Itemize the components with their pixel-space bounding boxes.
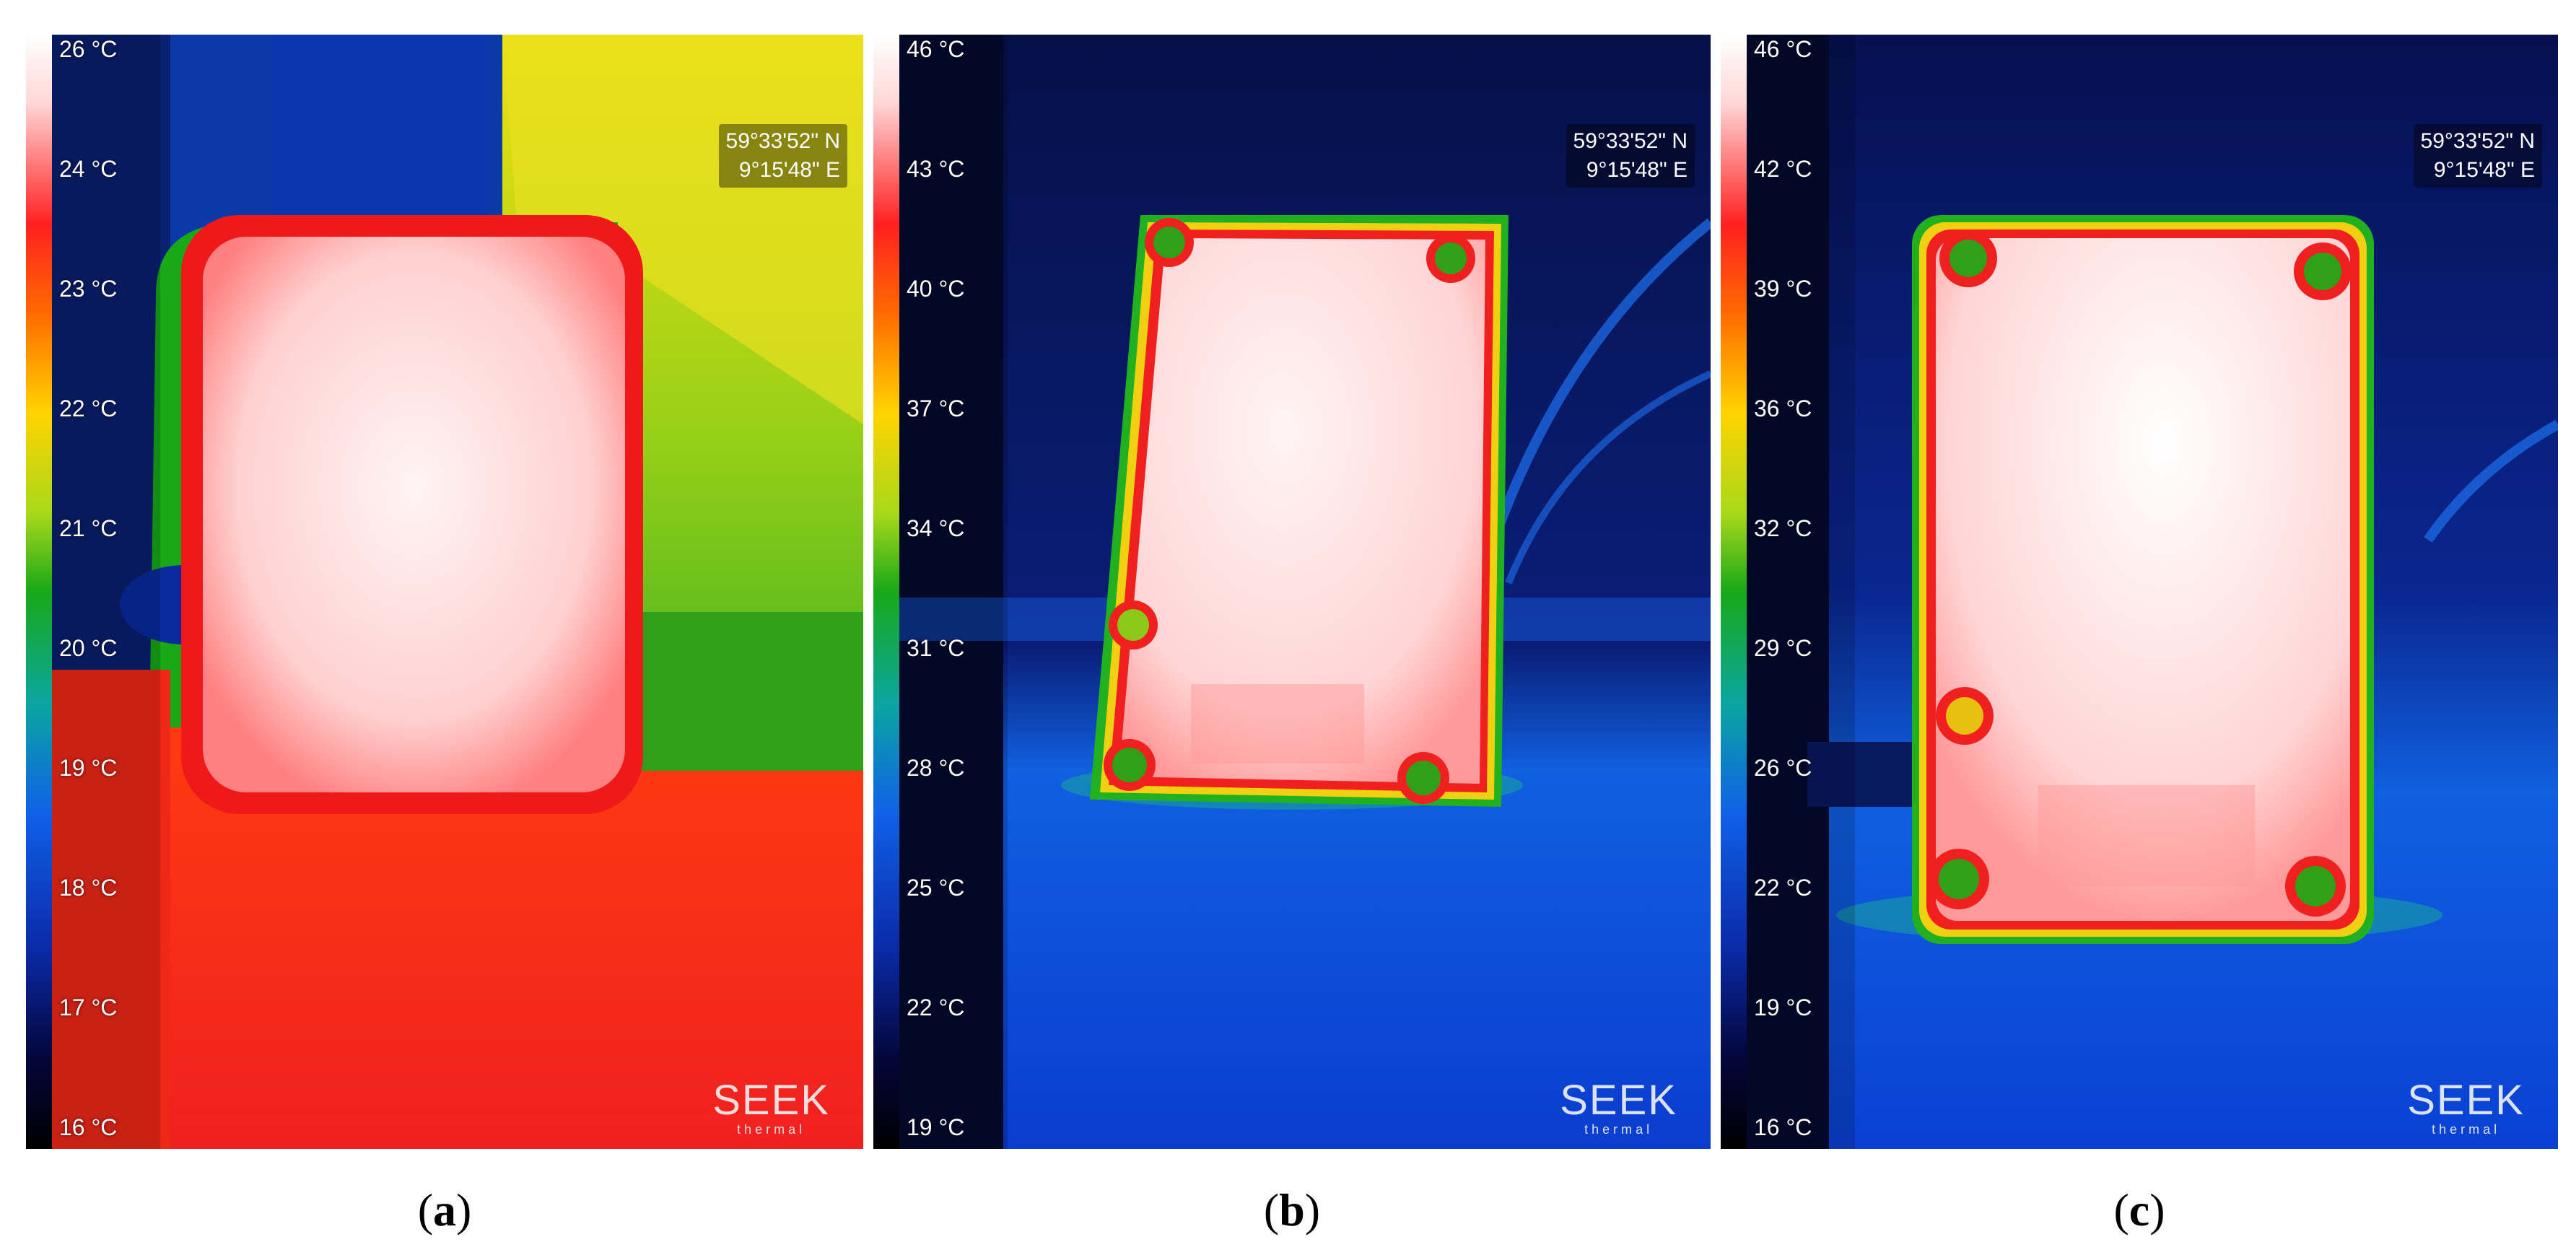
seek-thermal-logo: SEEK thermal — [1560, 1077, 1677, 1137]
scale-tick: 22 °C — [1754, 875, 1812, 901]
gps-latitude: 59°33'52" N — [725, 129, 840, 153]
scale-overlay — [52, 35, 160, 1149]
scale-tick: 23 °C — [59, 276, 118, 302]
gps-longitude: 9°15'48" E — [1586, 158, 1688, 182]
caption-a: (a) — [417, 1184, 472, 1236]
scale-tick: 26 °C — [59, 36, 118, 62]
brand-sub: thermal — [2432, 1122, 2501, 1137]
scale-tick: 25 °C — [907, 875, 965, 901]
color-scale-bar — [873, 35, 899, 1149]
gps-coordinates: 59°33'52" N 9°15'48" E — [2413, 124, 2542, 188]
scale-tick: 20 °C — [59, 635, 118, 661]
gps-longitude: 9°15'48" E — [738, 158, 840, 182]
caption-c: (c) — [2113, 1184, 2165, 1236]
scale-tick: 22 °C — [907, 994, 965, 1020]
scale-overlay — [1747, 35, 1855, 1149]
scale-tick: 19 °C — [1754, 994, 1812, 1020]
scale-tick: 19 °C — [59, 755, 118, 781]
brand-name: SEEK — [712, 1077, 830, 1124]
color-scale-bar — [26, 35, 52, 1149]
scale-tick: 39 °C — [1754, 276, 1812, 302]
gps-coordinates: 59°33'52" N 9°15'48" E — [1566, 124, 1695, 188]
gps-coordinates: 59°33'52" N 9°15'48" E — [718, 124, 847, 188]
scale-tick: 37 °C — [907, 395, 965, 421]
caption-letter: b — [1279, 1184, 1305, 1236]
scale-tick: 46 °C — [1754, 36, 1812, 62]
brand-sub: thermal — [737, 1122, 806, 1137]
scale-tick: 34 °C — [907, 515, 965, 541]
thermal-panel-a: 26 °C 24 °C 23 °C 22 °C 21 °C 20 °C 19 °… — [26, 35, 863, 1149]
scale-tick: 22 °C — [59, 395, 118, 421]
scale-tick: 29 °C — [1754, 635, 1812, 661]
thermal-panel-c: 46 °C 42 °C 39 °C 36 °C 32 °C 29 °C 26 °… — [1721, 35, 2558, 1149]
caption-letter: a — [433, 1184, 456, 1236]
brand-sub: thermal — [1584, 1122, 1654, 1137]
caption-b: (b) — [1263, 1184, 1321, 1236]
scale-tick: 21 °C — [59, 515, 118, 541]
scale-tick: 43 °C — [907, 156, 965, 182]
brand-name: SEEK — [1560, 1077, 1677, 1124]
caption-letter: c — [2129, 1184, 2150, 1236]
thermal-image-a — [26, 35, 863, 1149]
brand-name: SEEK — [2407, 1077, 2525, 1124]
scale-tick: 19 °C — [907, 1114, 965, 1140]
seek-thermal-logo: SEEK thermal — [712, 1077, 830, 1137]
thermal-image-b — [873, 35, 1711, 1149]
scale-tick: 16 °C — [1754, 1114, 1812, 1140]
scale-tick: 36 °C — [1754, 395, 1812, 421]
thermal-image-c — [1721, 35, 2558, 1149]
scale-tick: 26 °C — [1754, 755, 1812, 781]
scale-tick: 42 °C — [1754, 156, 1812, 182]
color-scale-bar — [1721, 35, 1747, 1149]
scale-tick: 18 °C — [59, 875, 118, 901]
scale-tick: 32 °C — [1754, 515, 1812, 541]
thermal-panel-b: 46 °C 43 °C 40 °C 37 °C 34 °C 31 °C 28 °… — [873, 35, 1711, 1149]
scale-tick: 46 °C — [907, 36, 965, 62]
scale-overlay — [899, 35, 1008, 1149]
scale-tick: 28 °C — [907, 755, 965, 781]
gps-longitude: 9°15'48" E — [2433, 158, 2535, 182]
scale-tick: 31 °C — [907, 635, 965, 661]
seek-thermal-logo: SEEK thermal — [2407, 1077, 2525, 1137]
scale-tick: 40 °C — [907, 276, 965, 302]
scale-tick: 16 °C — [59, 1114, 118, 1140]
gps-latitude: 59°33'52" N — [1573, 129, 1688, 153]
scale-tick: 24 °C — [59, 156, 118, 182]
gps-latitude: 59°33'52" N — [2420, 129, 2535, 153]
scale-tick: 17 °C — [59, 994, 118, 1020]
